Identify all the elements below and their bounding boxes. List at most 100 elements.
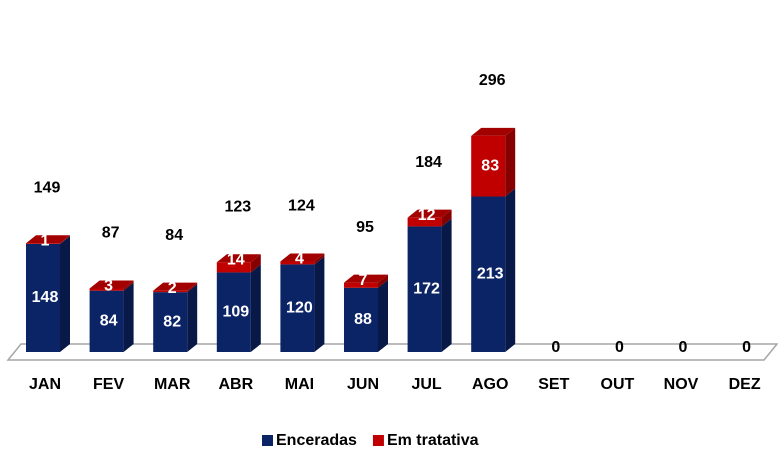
bar-segment [89,280,134,291]
value-label: 0 [679,339,688,356]
bar-side [123,280,134,291]
legend-swatch [262,435,273,446]
bar-segment [26,235,70,352]
bar-front [26,243,60,244]
bar-top [153,282,198,291]
total-label: 84 [165,227,183,244]
bar-top [471,127,516,136]
value-label: 83 [481,157,499,174]
bar-front [26,243,60,352]
value-label: 84 [100,313,118,330]
legend-label: Em tratativa [387,432,479,449]
legend-swatch [372,435,384,446]
bar-segment [471,127,516,197]
total-label: 123 [224,198,251,215]
total-label: 95 [356,219,374,236]
bar-front [344,287,378,352]
x-tick-label: SET [538,376,569,393]
x-tick-label: NOV [664,376,699,393]
bar-front [153,292,188,352]
value-label: 109 [222,303,249,320]
bar-side [505,127,516,197]
legend-label: Enceradas [276,432,357,449]
bar-front [471,196,506,352]
total-label: 296 [479,72,506,89]
value-label: 2 [168,280,177,297]
x-tick-label: MAI [285,376,314,393]
value-label: 7 [359,272,368,289]
bar-side [250,254,261,273]
bar-front [89,288,124,291]
bar-front [153,290,188,293]
x-tick-label: ABR [218,376,253,393]
bar-side [60,235,70,352]
bar-front [407,226,442,352]
bar-front [216,272,251,352]
bar-segment [280,256,325,352]
bar-side [187,282,198,293]
bar-side [60,235,70,244]
bar-segment [216,254,261,273]
bar-front [280,261,315,265]
bar-side [314,253,325,265]
bar-front [216,262,251,273]
bar-segment [153,282,198,293]
total-label: 184 [415,154,442,171]
total-label: 149 [34,179,61,196]
bar-front [280,264,315,352]
bar-top [89,280,134,289]
x-tick-label: FEV [93,376,124,393]
x-tick-label: DEZ [729,376,761,393]
floor [6,343,778,361]
value-label: 88 [354,311,372,328]
x-tick-label: MAR [154,376,191,393]
x-tick-label: JAN [29,376,61,393]
bar-segment [407,218,452,352]
bar-segment [153,284,198,352]
bar-side [505,188,516,352]
bar-side [123,282,134,352]
value-label: 82 [163,313,181,330]
value-label: 4 [295,251,304,268]
bar-front [89,290,124,352]
value-label: 14 [227,251,245,268]
x-tick-label: AGO [472,376,508,393]
value-label: 1 [41,232,50,249]
bar-front [471,135,506,197]
x-tick-label: JUN [347,376,379,393]
bar-side [378,274,388,288]
bar-segment [344,274,388,288]
bar-top [407,209,452,218]
bar-front [344,282,378,288]
bar-top [26,235,70,244]
total-label: 124 [288,198,315,215]
bar-side [250,264,261,352]
x-tick-label: JUL [411,376,441,393]
bar-segment [471,188,516,352]
bar-front [407,217,442,227]
bar-segment [89,282,134,352]
total-label: 87 [102,225,120,242]
value-label: 0 [551,339,560,356]
value-label: 0 [742,339,751,356]
value-label: 148 [32,289,59,306]
bar-segment [407,209,452,227]
value-label: 12 [418,207,436,224]
bar-side [314,256,325,352]
bar-segment [216,264,261,352]
bar-segment [26,235,70,244]
value-label: 213 [477,265,504,282]
bar-side [187,284,198,352]
bar-side [378,279,388,352]
bar-top [216,254,261,263]
value-label: 120 [286,299,313,316]
x-tick-label: OUT [601,376,635,393]
value-label: 3 [104,278,113,295]
value-label: 172 [413,280,440,297]
bar-top [344,274,388,283]
bar-side [441,209,452,227]
bar-segment [344,279,388,352]
bar-top [280,253,325,262]
bar-side [441,218,452,352]
